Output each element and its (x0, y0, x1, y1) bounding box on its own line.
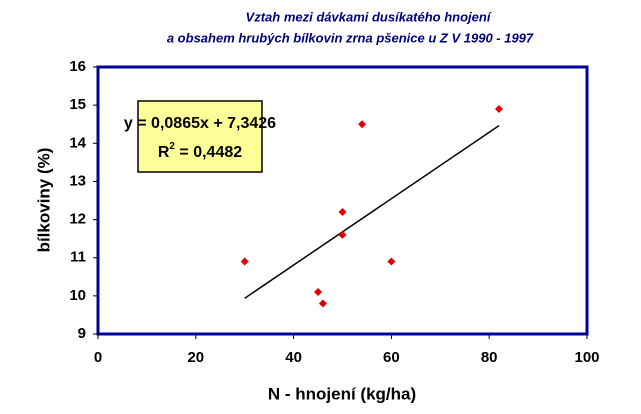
x-tick-label: 80 (481, 349, 498, 366)
y-axis-label: bílkoviny (%) (34, 148, 53, 253)
y-tick-label: 14 (69, 134, 86, 151)
y-tick-label: 10 (69, 287, 86, 304)
point (318, 299, 327, 308)
x-tick-label: 20 (187, 349, 204, 366)
chart-title: a obsahem hrubých bílkovin zrna pšenice … (167, 30, 534, 45)
point (240, 257, 249, 266)
x-tick-label: 0 (94, 349, 102, 366)
x-tick-label: 100 (574, 349, 599, 366)
r-value: = 0,4482 (175, 144, 242, 161)
point (387, 257, 396, 266)
point (338, 230, 347, 239)
x-tick-label: 60 (383, 349, 400, 366)
trendline (244, 125, 500, 299)
r-squared: R2 = 0,4482 (158, 141, 242, 162)
r-symbol: R (158, 144, 170, 161)
equation: y = 0,0865x + 7,3426 (124, 115, 276, 132)
chart-title: Vztah mezi dávkami dusíkatého hnojení (246, 9, 492, 24)
r-exponent: 2 (169, 141, 175, 152)
point (338, 207, 347, 216)
y-tick-label: 12 (69, 211, 86, 228)
y-tick-label: 9 (78, 325, 86, 342)
x-axis-label: N - hnojení (kg/ha) (268, 384, 416, 403)
y-tick-label: 15 (69, 96, 86, 113)
point (314, 288, 323, 297)
equation-box (137, 100, 263, 173)
y-tick-label: 16 (69, 58, 86, 75)
point (494, 104, 503, 113)
point (358, 120, 367, 129)
y-tick-label: 11 (70, 249, 86, 266)
x-tick-label: 40 (285, 349, 302, 366)
y-tick-label: 13 (69, 172, 86, 189)
